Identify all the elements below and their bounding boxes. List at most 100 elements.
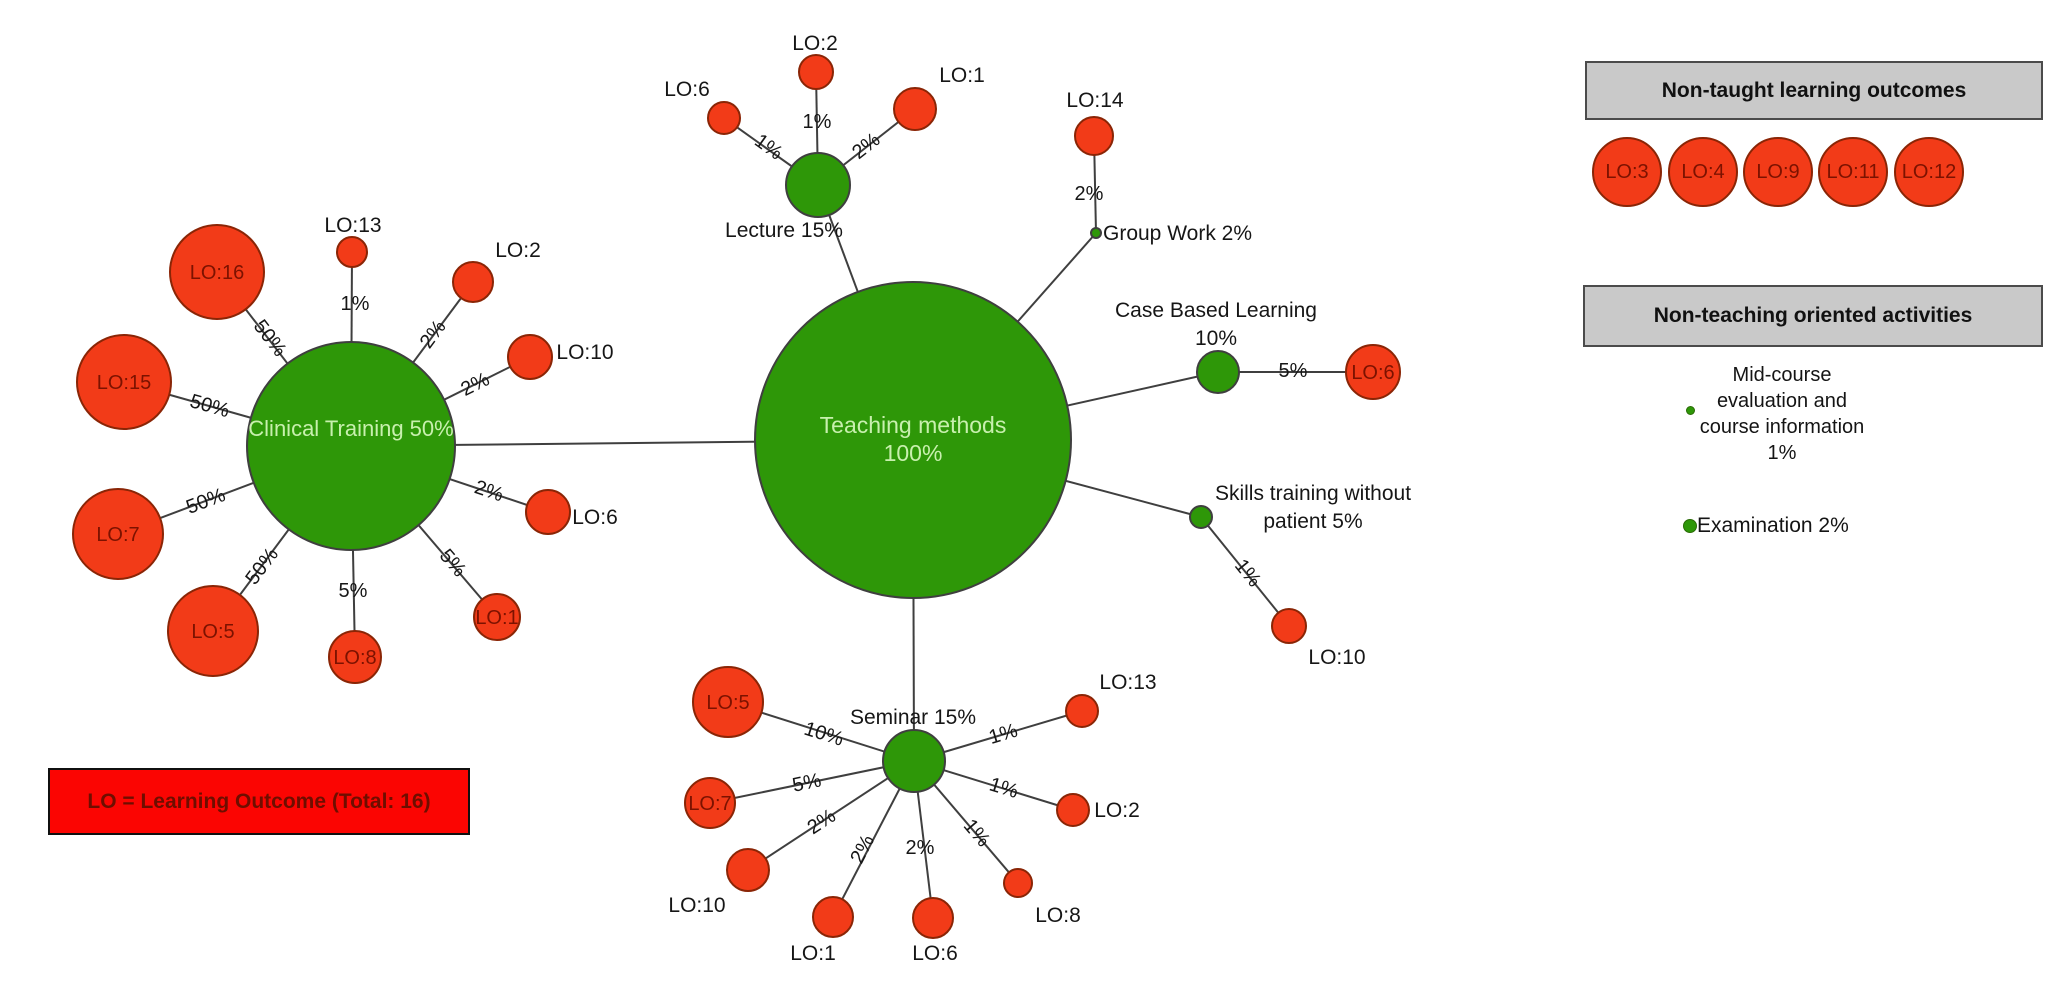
node-sem_lo5 [692,666,764,738]
legend-lo-circle: LO:9 [1743,137,1813,207]
label-sem_lo10: LO:10 [668,894,725,917]
node-lec_lo2 [798,54,834,90]
lo-abbreviation-text: LO = Learning Outcome (Total: 16) [87,789,431,813]
label-cl_lo16: LO:16 [190,262,244,284]
node-cl_lo6 [525,489,571,535]
edge-label-clinical-cl_lo15: 50% [187,390,232,422]
node-cl_lo8 [328,630,382,684]
label-gw_lo14: LO:14 [1066,89,1124,112]
label-cbl: Case Based Learning 10% [1115,299,1317,350]
node-sem_lo8 [1003,868,1033,898]
label-cbl_lo6: LO:6 [1351,362,1394,384]
legend-lo-circle: LO:3 [1592,137,1662,207]
legend-non-teaching-header: Non-teaching oriented activities [1583,285,2043,347]
edge-label-lecture-lec_lo1: 2% [848,129,884,164]
label-cl_lo13: LO:13 [324,214,381,237]
edge-label-seminar-sem_lo5: 10% [801,718,846,751]
node-gw [1090,227,1102,239]
legend-non-taught-title: Non-taught learning outcomes [1661,78,1967,102]
label-sem_lo1: LO:1 [790,942,836,965]
node-cl_lo10 [507,334,553,380]
edge-label-seminar-sem_lo10: 2% [804,805,840,839]
node-cl_lo2 [452,261,494,303]
edge-label-cbl-cbl_lo6: 5% [1279,360,1308,382]
edge-label-clinical-cl_lo10: 2% [457,368,493,401]
edge-label-seminar-sem_lo2: 1% [987,774,1021,804]
label-lec_lo1: LO:1 [939,64,985,87]
examination-dot-icon [1683,519,1697,533]
node-lec_lo6 [707,101,741,135]
node-clinical [246,341,456,551]
legend-lo-label: LO:11 [1826,160,1880,183]
label-teaching: Teaching methods 100% [820,412,1007,466]
edge-label-clinical-cl_lo8: 5% [339,580,368,602]
node-sem_lo7 [684,777,736,829]
label-cl_lo8: LO:8 [333,647,376,669]
edge-label-seminar-sem_lo6: 2% [906,837,935,859]
legend-lo-label: LO:9 [1756,160,1800,183]
legend-lo-circle: LO:11 [1818,137,1888,207]
label-cl_lo6: LO:6 [572,506,618,529]
node-sem_lo2 [1056,793,1090,827]
label-lec_lo2: LO:2 [792,32,838,55]
edge-seminar-sem_lo10 [747,760,915,871]
node-gw_lo14 [1074,116,1114,156]
lo-abbreviation-box: LO = Learning Outcome (Total: 16) [48,768,470,835]
label-sk_lo10: LO:10 [1308,646,1365,669]
edge-label-seminar-sem_lo13: 1% [986,720,1020,749]
node-cl_lo5 [167,585,259,677]
legend-lo-circle: LO:4 [1668,137,1738,207]
label-seminar: Seminar 15% [850,706,976,729]
node-cl_lo13 [336,236,368,268]
node-skills [1189,505,1213,529]
label-cl_lo2: LO:2 [495,239,541,262]
node-sem_lo13 [1065,694,1099,728]
edge-label-clinical-cl_lo2: 2% [416,316,451,352]
node-teaching [754,281,1072,599]
edge-label-seminar-sem_lo7: 5% [790,769,823,796]
node-sk_lo10 [1271,608,1307,644]
examination-label: Examination 2% [1697,514,1849,537]
node-seminar [882,729,946,793]
label-cl_lo10: LO:10 [556,341,613,364]
node-cl_lo16 [169,224,265,320]
label-sem_lo8: LO:8 [1035,904,1081,927]
legend-lo-label: LO:4 [1681,160,1725,183]
label-lecture: Lecture 15% [725,219,843,242]
legend-lo-label: LO:3 [1605,160,1649,183]
node-lec_lo1 [893,87,937,131]
edge-label-clinical-cl_lo6: 2% [472,476,507,506]
label-clinical: Clinical Training 50% [248,416,453,441]
edge-label-clinical-cl_lo5: 50% [241,544,283,589]
node-sem_lo1 [812,896,854,938]
label-gw: Group Work 2% [1103,222,1252,245]
label-sem_lo5: LO:5 [706,692,749,714]
label-sem_lo2: LO:2 [1094,799,1140,822]
edge-seminar-sem_lo7 [709,760,915,804]
legend-lo-label: LO:12 [1901,160,1957,183]
edge-label-gw-gw_lo14: 2% [1075,183,1104,205]
label-sem_lo13: LO:13 [1099,671,1156,694]
label-lec_lo6: LO:6 [664,78,710,101]
mid-course-label: Mid-course evaluation and course informa… [1699,364,1865,464]
node-cl_lo15 [76,334,172,430]
node-cbl [1196,350,1240,394]
label-cl_lo7: LO:7 [96,524,139,546]
legend-non-teaching-title: Non-teaching oriented activities [1653,304,1973,327]
label-cl_lo15: LO:15 [97,372,151,394]
mid-course-dot-icon [1686,406,1695,415]
node-cl_lo7 [72,488,164,580]
node-cl_lo1 [473,593,521,641]
node-lecture [785,152,851,218]
legend-non-taught-header: Non-taught learning outcomes [1585,61,2043,120]
node-sem_lo6 [912,897,954,939]
node-cbl_lo6 [1345,344,1401,400]
label-sem_lo6: LO:6 [912,942,958,965]
label-sem_lo7: LO:7 [688,793,731,815]
edge-skills-sk_lo10 [1200,516,1290,627]
label-skills: Skills training without patient 5% [1215,482,1411,533]
label-cl_lo1: LO:1 [475,607,518,629]
edge-label-clinical-cl_lo7: 50% [183,484,228,519]
